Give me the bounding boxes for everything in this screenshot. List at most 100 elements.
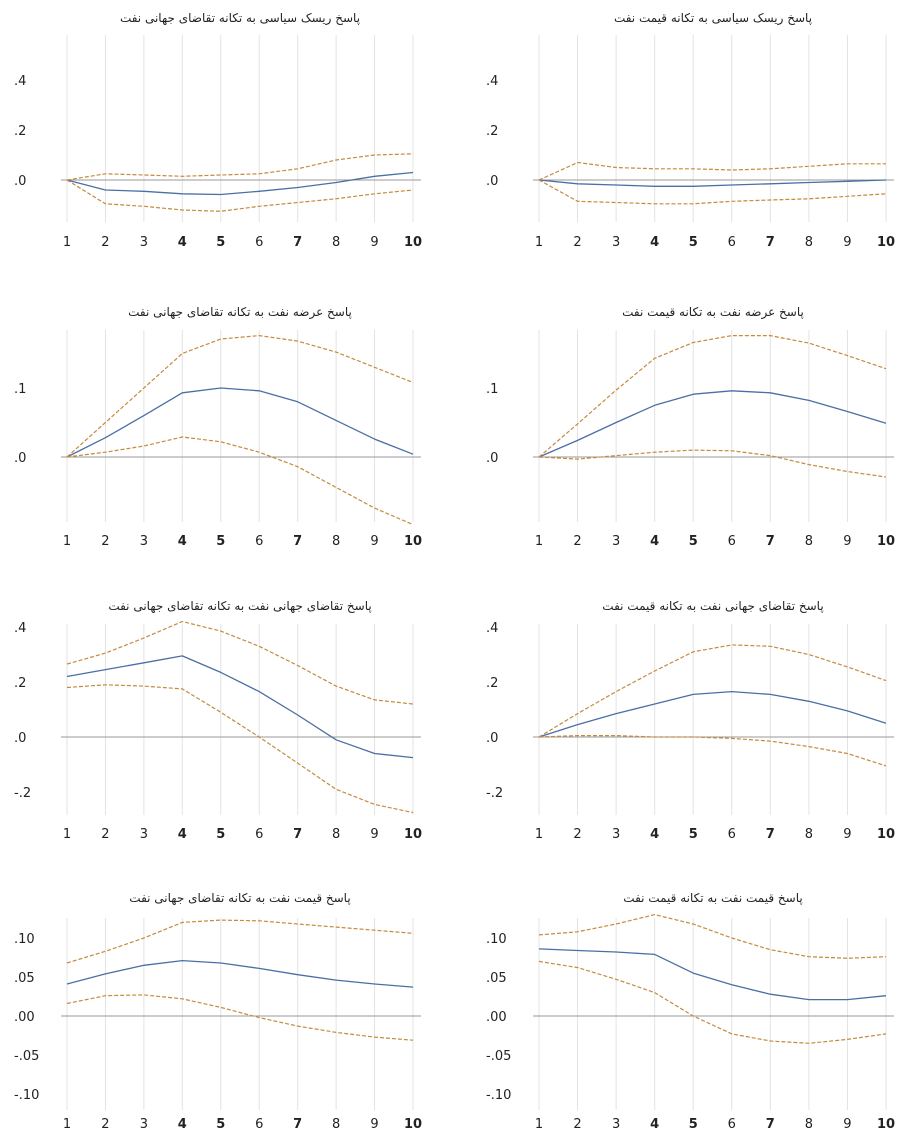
x-tick-label: 7 (766, 827, 775, 842)
panel-title: پاسخ ریسک سیاسی به تکانه قیمت نفت (614, 11, 812, 26)
panel-title: پاسخ تقاضای جهانی نفت به تکانه تقاضای جه… (108, 599, 371, 613)
y-tick-label: .0 (486, 451, 498, 466)
x-tick-label: 2 (101, 827, 109, 842)
response-line (538, 690, 887, 738)
y-tick-label: -.10 (486, 1088, 511, 1103)
response-line (66, 959, 414, 988)
x-tick-label: 7 (293, 827, 302, 842)
x-tick-label: 3 (612, 534, 620, 549)
x-tick-label: 3 (140, 235, 148, 250)
x-tick-label: 10 (404, 827, 422, 842)
x-tick-label: 6 (728, 235, 736, 250)
x-tick-label: 1 (63, 1117, 71, 1132)
x-tick-label: 8 (332, 827, 340, 842)
x-tick-label: 9 (370, 235, 378, 250)
y-tick-label: .1 (486, 382, 498, 397)
panel-title: پاسخ قیمت نفت به تکانه قیمت نفت (623, 891, 802, 905)
y-tick-label: -.2 (14, 786, 31, 801)
lower-band-line (66, 684, 414, 814)
x-tick-label: 10 (877, 827, 895, 842)
x-tick-label: 9 (843, 534, 851, 549)
x-tick-label: 9 (370, 827, 378, 842)
lower-band-line (538, 960, 887, 1044)
x-tick-label: 3 (140, 534, 148, 549)
x-tick-label: 5 (216, 827, 225, 842)
lower-band-line (538, 734, 887, 767)
irf-panel-1: پاسخ ریسک سیاسی به تکانه تقاضای جهانی نف… (14, 11, 422, 250)
x-tick-label: 9 (370, 534, 378, 549)
x-tick-label: 8 (805, 235, 813, 250)
x-tick-label: 7 (293, 1117, 302, 1132)
x-tick-label: 2 (101, 534, 109, 549)
upper-band-line (66, 620, 414, 705)
x-tick-label: 4 (178, 235, 187, 250)
y-tick-label: .4 (14, 621, 26, 636)
x-tick-label: 6 (255, 534, 263, 549)
irf-panel-3: پاسخ عرضه نفت به تکانه تقاضای جهانی نفت.… (14, 305, 422, 549)
x-tick-label: 1 (535, 534, 543, 549)
x-tick-label: 5 (216, 1117, 225, 1132)
upper-band-line (538, 644, 887, 738)
x-tick-label: 1 (535, 1117, 543, 1132)
x-tick-label: 5 (689, 1117, 698, 1132)
y-tick-label: .00 (486, 1010, 507, 1025)
y-tick-label: .2 (486, 124, 498, 139)
x-tick-label: 6 (728, 827, 736, 842)
y-tick-label: -.05 (14, 1049, 39, 1064)
x-tick-label: 4 (178, 534, 187, 549)
x-tick-label: 2 (573, 534, 581, 549)
y-tick-label: .0 (14, 174, 26, 189)
x-tick-label: 8 (332, 1117, 340, 1132)
lower-band-line (66, 179, 414, 212)
x-tick-label: 5 (216, 235, 225, 250)
lower-band-line (538, 179, 887, 205)
x-tick-label: 8 (805, 1117, 813, 1132)
y-tick-label: .4 (486, 74, 498, 89)
x-tick-label: 10 (877, 1117, 895, 1132)
x-tick-label: 3 (612, 827, 620, 842)
panel-title: پاسخ عرضه نفت به تکانه قیمت نفت (622, 305, 804, 320)
x-tick-label: 6 (728, 534, 736, 549)
irf-panel-4: پاسخ عرضه نفت به تکانه قیمت نفت .0 .1 1 2 3 4 5… (486, 305, 895, 549)
y-tick-label: .05 (486, 971, 507, 986)
x-tick-label: 3 (612, 1117, 620, 1132)
panel-title: پاسخ ریسک سیاسی به تکانه تقاضای جهانی نف… (120, 11, 360, 26)
x-tick-label: 8 (805, 827, 813, 842)
upper-band-line (66, 153, 414, 181)
x-tick-label: 4 (650, 235, 659, 250)
x-tick-label: 2 (101, 1117, 109, 1132)
x-tick-label: 10 (877, 235, 895, 250)
irf-panel-8: پاسخ قیمت نفت به تکانه قیمت نفت -.10 -.05.… (486, 891, 895, 1132)
x-tick-label: 6 (728, 1117, 736, 1132)
x-tick-label: 10 (404, 235, 422, 250)
y-tick-label: .2 (14, 124, 26, 139)
x-tick-label: 2 (573, 827, 581, 842)
x-tick-label: 4 (650, 827, 659, 842)
irf-panel-6: پاسخ تقاضای جهانی نفت به تکانه قیمت نفت -… (486, 599, 895, 842)
panel-title: پاسخ تقاضای جهانی نفت به تکانه قیمت نفت (602, 599, 823, 613)
x-tick-label: 1 (63, 827, 71, 842)
irf-panel-5: پاسخ تقاضای جهانی نفت به تکانه تقاضای جه… (14, 599, 422, 842)
x-tick-label: 10 (877, 534, 895, 549)
x-tick-label: 5 (689, 235, 698, 250)
upper-band-line (66, 919, 414, 964)
irf-panel-2: پاسخ ریسک سیاسی به تکانه قیمت نفت .0 .2 .4 1… (486, 11, 895, 250)
x-tick-label: 2 (573, 1117, 581, 1132)
y-tick-label: .2 (14, 676, 26, 691)
x-tick-label: 10 (404, 534, 422, 549)
x-tick-label: 5 (689, 534, 698, 549)
y-tick-label: .4 (14, 74, 26, 89)
x-tick-label: 2 (573, 235, 581, 250)
x-tick-label: 4 (178, 1117, 187, 1132)
upper-band-line (66, 335, 414, 458)
y-tick-label: .0 (486, 174, 498, 189)
x-tick-label: 1 (535, 827, 543, 842)
x-tick-label: 6 (255, 1117, 263, 1132)
x-tick-label: 5 (216, 534, 225, 549)
panel-title: پاسخ قیمت نفت به تکانه تقاضای جهانی نفت (129, 891, 350, 905)
y-tick-label: -.2 (486, 786, 503, 801)
x-tick-label: 5 (689, 827, 698, 842)
y-tick-label: .1 (14, 382, 26, 397)
x-tick-label: 9 (843, 827, 851, 842)
x-tick-label: 7 (293, 235, 302, 250)
